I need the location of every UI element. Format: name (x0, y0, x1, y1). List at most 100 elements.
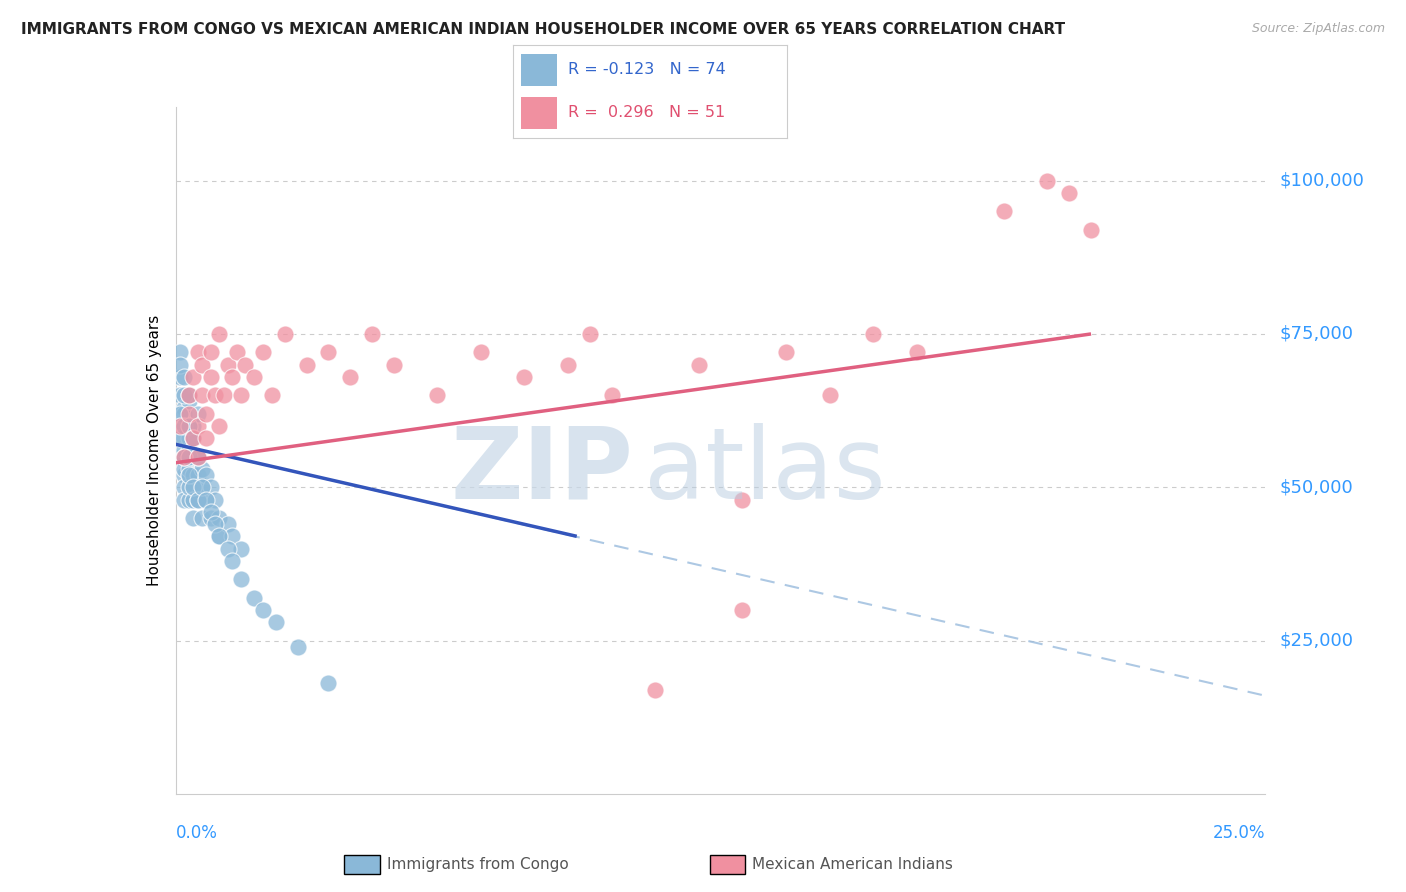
Point (173, 369, 195, 384)
Point (191, 480, 214, 494)
Text: ZIP: ZIP (450, 423, 633, 519)
Point (177, 407, 200, 421)
Point (1057, 186, 1080, 200)
Point (173, 450, 195, 464)
Bar (522, 97, 557, 129)
Point (173, 401, 195, 415)
Point (200, 480, 222, 494)
Point (339, 369, 361, 384)
Point (177, 462, 200, 476)
Point (191, 462, 214, 476)
Point (177, 388, 200, 402)
Point (169, 431, 191, 445)
Point (1080, 222, 1102, 236)
Point (186, 450, 209, 464)
Point (382, 358, 405, 372)
Point (235, 358, 257, 372)
Point (181, 431, 204, 445)
Point (1036, 173, 1059, 187)
Point (181, 369, 204, 384)
Point (217, 516, 239, 531)
Point (173, 450, 195, 464)
Text: 0.0%: 0.0% (176, 824, 218, 842)
Point (221, 554, 243, 568)
Point (221, 529, 243, 543)
Point (195, 407, 218, 421)
Point (557, 358, 579, 372)
Point (287, 640, 309, 654)
Text: $25,000: $25,000 (1279, 632, 1354, 649)
Point (295, 358, 318, 372)
Point (169, 358, 191, 372)
Point (217, 358, 239, 372)
Point (177, 450, 200, 464)
Point (208, 529, 231, 543)
Point (264, 615, 287, 630)
Point (181, 480, 204, 494)
Point (173, 407, 195, 421)
Point (173, 388, 195, 402)
Text: Source: ZipAtlas.com: Source: ZipAtlas.com (1251, 22, 1385, 36)
Point (169, 345, 191, 359)
Point (191, 511, 214, 525)
Point (208, 511, 231, 525)
Point (186, 492, 209, 507)
Point (181, 418, 204, 433)
Point (208, 418, 231, 433)
Point (177, 450, 200, 464)
Point (243, 591, 266, 605)
Point (204, 388, 226, 402)
Point (212, 388, 235, 402)
Point (243, 369, 266, 384)
Point (186, 407, 209, 421)
Point (173, 492, 195, 507)
Point (217, 541, 239, 556)
Text: $50,000: $50,000 (1279, 478, 1353, 496)
Point (169, 369, 191, 384)
Point (731, 603, 754, 617)
Point (169, 418, 191, 433)
Point (195, 492, 218, 507)
Point (208, 529, 231, 543)
Point (181, 492, 204, 507)
Point (181, 431, 204, 445)
Point (600, 388, 623, 402)
Point (644, 682, 666, 697)
Point (173, 467, 195, 482)
Point (186, 418, 209, 433)
Point (231, 541, 253, 556)
Point (204, 516, 226, 531)
Point (181, 450, 204, 464)
Point (688, 358, 710, 372)
Point (191, 358, 214, 372)
Point (200, 511, 222, 525)
Point (204, 492, 226, 507)
Point (195, 492, 218, 507)
Point (186, 345, 209, 359)
Point (208, 326, 231, 341)
Point (181, 511, 204, 525)
Text: $100,000: $100,000 (1279, 171, 1364, 190)
Point (200, 369, 222, 384)
Point (274, 326, 297, 341)
Point (191, 480, 214, 494)
Text: 25.0%: 25.0% (1213, 824, 1265, 842)
Point (173, 443, 195, 458)
Point (173, 480, 195, 494)
Point (231, 572, 253, 586)
Point (775, 345, 797, 359)
Point (318, 676, 340, 690)
Text: R =  0.296   N = 51: R = 0.296 N = 51 (568, 105, 725, 120)
Point (181, 467, 204, 482)
Point (221, 369, 243, 384)
Point (173, 462, 195, 476)
Point (177, 431, 200, 445)
Point (513, 369, 536, 384)
Text: IMMIGRANTS FROM CONGO VS MEXICAN AMERICAN INDIAN HOUSEHOLDER INCOME OVER 65 YEAR: IMMIGRANTS FROM CONGO VS MEXICAN AMERICA… (21, 22, 1066, 37)
Bar (522, 54, 557, 86)
Point (470, 345, 492, 359)
Text: $75,000: $75,000 (1279, 325, 1354, 343)
Point (260, 388, 283, 402)
Point (177, 418, 200, 433)
Point (225, 345, 247, 359)
